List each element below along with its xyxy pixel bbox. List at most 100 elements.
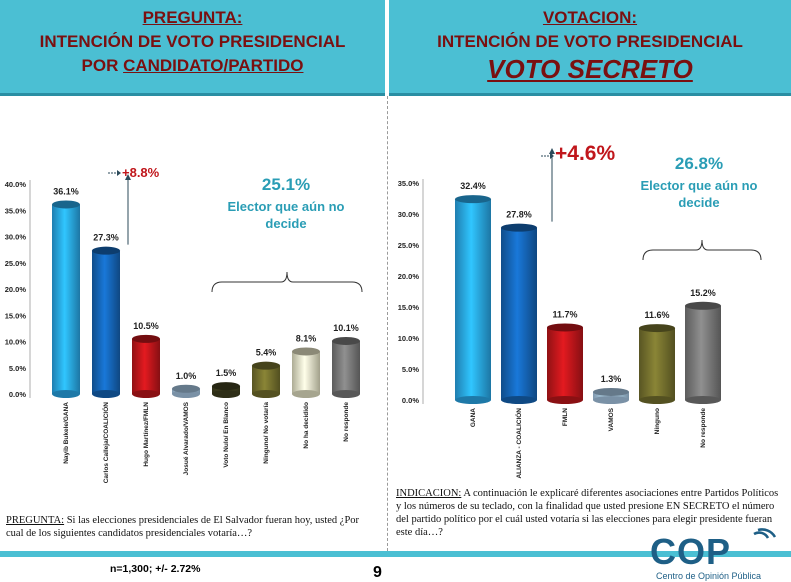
left-value-label: 1.0%: [176, 371, 197, 381]
right-value-label: 32.4%: [460, 181, 486, 191]
right-header-subtitle: VOTO SECRETO: [487, 54, 693, 84]
left-bar-top: [92, 246, 120, 255]
left-bar: [132, 338, 160, 394]
right-header-title: INTENCIÓN DE VOTO PRESIDENCIAL: [437, 32, 743, 51]
left-bar-base: [132, 390, 160, 398]
right-ytick: 30.0%: [398, 210, 420, 219]
left-chart: 0.0% 5.0% 10.0% 15.0% 20.0% 25.0% 30.0% 35.0% 40…: [5, 165, 363, 484]
right-header: VOTACION: INTENCIÓN DE VOTO PRESIDENCIAL…: [389, 0, 791, 96]
panel-divider: [387, 96, 388, 551]
left-category-label: Voto Nulo/ En Blanco: [223, 402, 230, 468]
right-bar-top: [639, 324, 675, 333]
right-bar-base: [547, 396, 583, 404]
left-header-label: PREGUNTA:: [142, 8, 243, 27]
right-bar: [639, 328, 675, 400]
right-diff-label: +4.6%: [555, 142, 615, 165]
left-bar-base: [252, 390, 280, 398]
right-category-label: GANA: [470, 408, 477, 427]
left-category-label: Hugo Martínez/FMLN: [143, 402, 150, 467]
left-bar-top: [212, 382, 240, 391]
right-category-label: VAMOS: [608, 407, 615, 431]
left-header-subtitle-main: CANDIDATO/PARTIDO: [123, 56, 304, 75]
left-ytick: 5.0%: [9, 364, 26, 373]
right-undecided-text-1: Elector que aún no: [640, 178, 757, 193]
right-bar-top: [455, 195, 491, 204]
left-value-label: 8.1%: [296, 333, 317, 343]
left-bar-top: [132, 334, 160, 343]
left-value-label: 27.3%: [93, 233, 119, 243]
right-ytick: 35.0%: [398, 179, 420, 188]
right-value-label: 11.7%: [552, 309, 577, 319]
right-undecided-total: 26.8%: [675, 154, 723, 173]
right-indication-note: INDICACION: A continuación le explicaré …: [396, 487, 786, 539]
right-value-label: 1.3%: [601, 374, 622, 384]
left-undecided-text-1: Elector que aún no: [227, 199, 344, 214]
left-header-subtitle: POR CANDIDATO/PARTIDO: [0, 56, 385, 76]
left-bar-top: [172, 384, 200, 393]
right-bar-top: [685, 301, 721, 310]
left-category-label: Carlos Calleja/COALICIÓN: [101, 402, 110, 484]
right-value-label: 15.2%: [690, 288, 716, 298]
right-bar-top: [593, 387, 629, 396]
page-number: 9: [373, 564, 382, 581]
right-diff-arrowhead: [549, 148, 555, 154]
left-bar-base: [292, 390, 320, 398]
right-ytick: 25.0%: [398, 241, 420, 250]
left-value-label: 36.1%: [53, 186, 79, 196]
left-category-label: Ninguno/ No votaría: [263, 402, 270, 464]
logo-letters: COP: [650, 531, 731, 572]
right-bar-base: [501, 396, 537, 404]
left-undecided-total: 25.1%: [262, 175, 310, 194]
right-ytick: 15.0%: [398, 303, 420, 312]
left-diff-arrowhead: [125, 174, 131, 180]
left-category-label: No responde: [343, 402, 350, 442]
left-bar: [52, 204, 80, 394]
left-category-label: Nayib Bukele/GANA: [63, 402, 70, 464]
left-undecided-text-2: decide: [265, 216, 306, 231]
left-header-title: INTENCIÓN DE VOTO PRESIDENCIAL: [39, 32, 346, 51]
left-value-label: 10.5%: [133, 321, 159, 331]
right-bar: [593, 391, 629, 400]
right-category-label: FMLN: [562, 408, 569, 426]
left-ytick: 0.0%: [9, 390, 26, 399]
left-ytick: 40.0%: [5, 180, 27, 189]
left-ytick: 25.0%: [5, 259, 27, 268]
left-bar-base: [332, 390, 360, 398]
logo-wave-1: [753, 531, 770, 539]
left-ytick: 10.0%: [5, 338, 27, 347]
left-bar-base: [212, 390, 240, 398]
left-header-subtitle-prefix: POR: [81, 56, 124, 75]
right-bar: [455, 199, 491, 400]
right-bar-base: [455, 396, 491, 404]
left-ytick: 15.0%: [5, 311, 27, 320]
left-category-label: Josué Alvarado/VAMOS: [183, 401, 190, 475]
right-bar-base: [593, 396, 629, 404]
right-indication-text: A continuación le explicaré diferentes a…: [396, 488, 779, 538]
left-question-text: Si las elecciones presidenciales de El S…: [6, 515, 360, 539]
left-bar-top: [252, 361, 280, 370]
left-bar: [292, 351, 320, 394]
right-chart: 0.0% 5.0% 10.0% 15.0% 20.0% 25.0% 30.0% 35.0% 32…: [398, 142, 762, 479]
left-category-label: No ha decidido: [303, 402, 310, 449]
left-bar-top: [292, 347, 320, 356]
right-header-label: VOTACION:: [542, 8, 638, 27]
right-bar-base: [639, 396, 675, 404]
left-bar-base: [92, 390, 120, 398]
right-ytick: 10.0%: [398, 334, 420, 343]
left-value-label: 10.1%: [333, 323, 359, 333]
left-header: PREGUNTA: INTENCIÓN DE VOTO PRESIDENCIAL…: [0, 0, 385, 96]
left-bar: [92, 250, 120, 394]
left-bar: [332, 340, 360, 394]
right-bar: [685, 305, 721, 400]
right-category-label: Ninguno: [654, 408, 661, 434]
left-question-note: PREGUNTA: Si las elecciones presidencial…: [6, 514, 376, 540]
left-bar-base: [52, 390, 80, 398]
cop-logo: COP Centro de Opinión Pública: [650, 528, 777, 581]
right-indication-label: INDICACION:: [396, 488, 462, 499]
right-bar-top: [547, 323, 583, 332]
right-value-label: 27.8%: [506, 210, 532, 220]
right-bar: [547, 327, 583, 400]
right-diff-connector-head: [550, 153, 554, 159]
logo-subtitle: Centro de Opinión Pública: [656, 571, 761, 581]
right-bracket: [642, 239, 762, 261]
